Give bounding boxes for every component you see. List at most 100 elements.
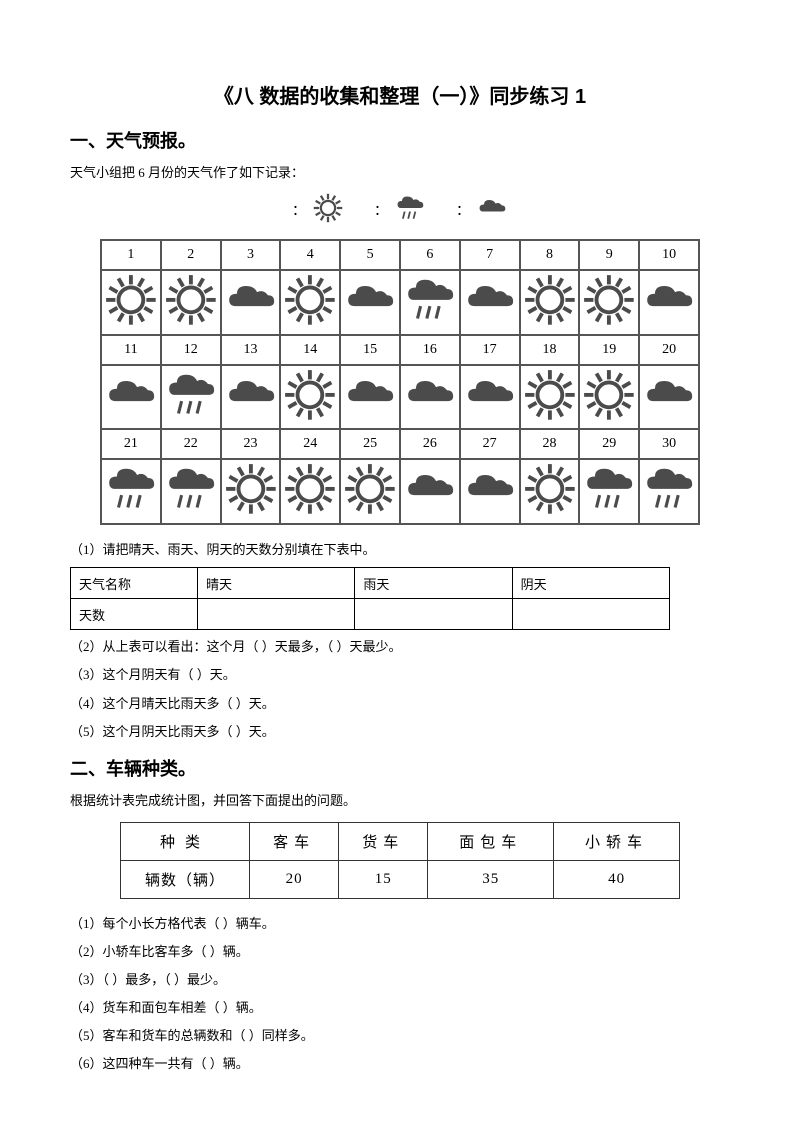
ans-r2c2[interactable]	[355, 599, 512, 630]
cal-day-num: 21	[101, 429, 161, 459]
s2-q4: （4）货车和面包车相差（ ）辆。	[70, 997, 730, 1019]
cal-day-num: 14	[280, 335, 340, 365]
cal-day-num: 2	[161, 240, 221, 270]
vt-r0: 辆数（辆）	[121, 860, 250, 898]
vt-r3: 35	[428, 860, 554, 898]
ans-r2c3[interactable]	[512, 599, 669, 630]
cal-day-num: 9	[579, 240, 639, 270]
cal-day-num: 3	[221, 240, 281, 270]
s2-q1: （1）每个小长方格代表（ ）辆车。	[70, 913, 730, 935]
section2-intro: 根据统计表完成统计图，并回答下面提出的问题。	[70, 791, 730, 812]
ans-r1c1: 晴天	[198, 568, 355, 599]
cal-day-weather-rainy	[639, 459, 699, 524]
weather-legend: ： ： ：	[70, 192, 730, 229]
cal-day-weather-cloudy	[340, 270, 400, 335]
cal-day-weather-sunny	[520, 459, 580, 524]
cal-day-weather-cloudy	[400, 365, 460, 430]
ans-r1c0: 天气名称	[71, 568, 198, 599]
vt-h2: 货车	[339, 822, 428, 860]
cal-day-weather-cloudy	[340, 365, 400, 430]
vt-h4: 小轿车	[554, 822, 680, 860]
weather-calendar: 1234567891011121314151617181920212223242…	[100, 239, 700, 525]
cal-day-weather-sunny	[221, 459, 281, 524]
cal-day-num: 8	[520, 240, 580, 270]
s2-q6: （6）这四种车一共有（ ）辆。	[70, 1053, 730, 1075]
vt-h0: 种类	[121, 822, 250, 860]
cal-day-weather-cloudy	[460, 459, 520, 524]
s1-q1-text: （1）请把晴天、雨天、阴天的天数分别填在下表中。	[70, 539, 730, 561]
cal-day-num: 6	[400, 240, 460, 270]
cal-day-num: 27	[460, 429, 520, 459]
cal-day-num: 28	[520, 429, 580, 459]
legend-sunny: ：	[292, 192, 344, 229]
s2-q3: （3）（ ）最多，（ ）最少。	[70, 969, 730, 991]
cal-day-weather-cloudy	[460, 270, 520, 335]
vehicle-table: 种类 客车 货车 面包车 小轿车 辆数（辆） 20 15 35 40	[120, 822, 680, 899]
s2-q2: （2）小轿车比客车多（ ）辆。	[70, 941, 730, 963]
page-title: 《八 数据的收集和整理（一）》同步练习 1	[70, 80, 730, 109]
cal-day-weather-cloudy	[639, 270, 699, 335]
cal-day-num: 23	[221, 429, 281, 459]
vt-r1: 20	[250, 860, 339, 898]
legend-sep: ：	[456, 200, 470, 220]
vt-r2: 15	[339, 860, 428, 898]
s1-q2: （2）从上表可以看出：这个月（ ）天最多，（ ）天最少。	[70, 636, 730, 658]
page: 《八 数据的收集和整理（一）》同步练习 1 一、天气预报。 天气小组把 6 月份…	[0, 0, 800, 1121]
cal-day-num: 4	[280, 240, 340, 270]
cal-day-weather-sunny	[579, 365, 639, 430]
cloudy-icon	[476, 192, 508, 229]
cal-day-weather-rainy	[101, 459, 161, 524]
ans-r2c1[interactable]	[198, 599, 355, 630]
cal-day-weather-cloudy	[400, 459, 460, 524]
cal-day-weather-cloudy	[221, 270, 281, 335]
legend-cloudy: ：	[456, 192, 508, 229]
s1-q3: （3）这个月阴天有（ ）天。	[70, 664, 730, 686]
cal-day-num: 19	[579, 335, 639, 365]
cal-day-weather-sunny	[520, 365, 580, 430]
cal-day-weather-cloudy	[221, 365, 281, 430]
cal-day-weather-sunny	[280, 270, 340, 335]
section1-heading: 一、天气预报。	[70, 127, 730, 153]
cal-day-weather-rainy	[161, 365, 221, 430]
cal-day-num: 15	[340, 335, 400, 365]
cal-day-num: 24	[280, 429, 340, 459]
cal-day-num: 13	[221, 335, 281, 365]
cal-day-weather-sunny	[340, 459, 400, 524]
ans-r1c2: 雨天	[355, 568, 512, 599]
cal-day-num: 26	[400, 429, 460, 459]
cal-day-weather-sunny	[579, 270, 639, 335]
cal-day-num: 29	[579, 429, 639, 459]
vt-r4: 40	[554, 860, 680, 898]
cal-day-weather-sunny	[520, 270, 580, 335]
cal-day-weather-cloudy	[101, 365, 161, 430]
cal-day-weather-sunny	[101, 270, 161, 335]
cal-day-num: 1	[101, 240, 161, 270]
legend-sep: ：	[374, 200, 388, 220]
s2-q5: （5）客车和货车的总辆数和（ ）同样多。	[70, 1025, 730, 1047]
cal-day-weather-rainy	[161, 459, 221, 524]
cal-day-num: 20	[639, 335, 699, 365]
cal-day-weather-sunny	[161, 270, 221, 335]
vt-h1: 客车	[250, 822, 339, 860]
s1-q5: （5）这个月阴天比雨天多（ ）天。	[70, 721, 730, 743]
cal-day-num: 16	[400, 335, 460, 365]
weather-answer-table: 天气名称 晴天 雨天 阴天 天数	[70, 567, 670, 630]
cal-day-num: 10	[639, 240, 699, 270]
cal-day-weather-cloudy	[639, 365, 699, 430]
section1-intro: 天气小组把 6 月份的天气作了如下记录：	[70, 163, 730, 184]
s1-q4: （4）这个月晴天比雨天多（ ）天。	[70, 693, 730, 715]
cal-day-num: 22	[161, 429, 221, 459]
cal-day-num: 12	[161, 335, 221, 365]
cal-day-weather-cloudy	[460, 365, 520, 430]
ans-r2c0: 天数	[71, 599, 198, 630]
ans-r1c3: 阴天	[512, 568, 669, 599]
cal-day-weather-sunny	[280, 365, 340, 430]
cal-day-num: 5	[340, 240, 400, 270]
section2-heading: 二、车辆种类。	[70, 755, 730, 781]
legend-sep: ：	[292, 200, 306, 220]
sunny-icon	[312, 192, 344, 229]
rainy-icon	[394, 192, 426, 229]
vt-h3: 面包车	[428, 822, 554, 860]
cal-day-num: 30	[639, 429, 699, 459]
cal-day-num: 11	[101, 335, 161, 365]
